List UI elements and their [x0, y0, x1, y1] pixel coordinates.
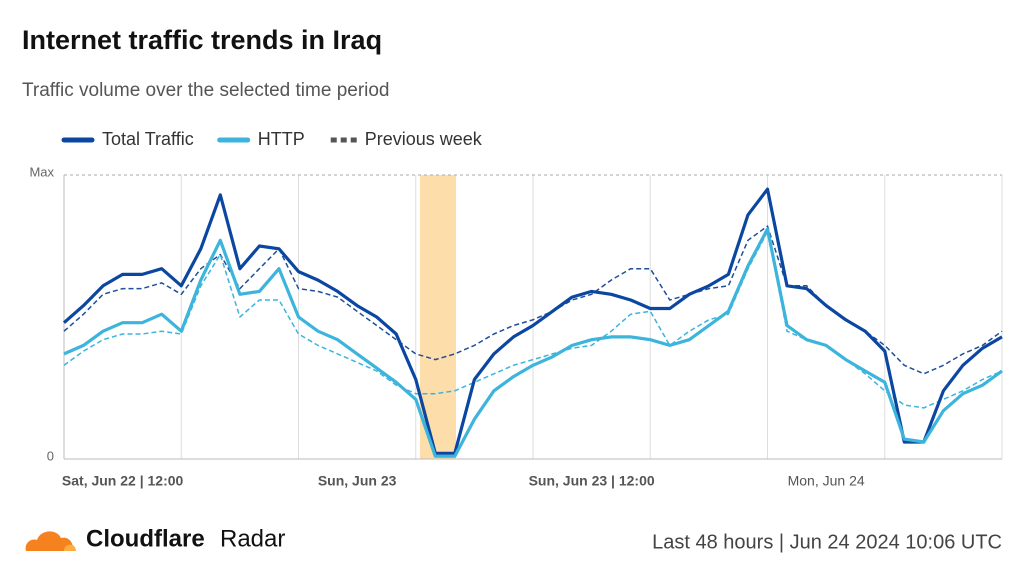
x-tick-label: Sat, Jun 22 | 12:00	[62, 473, 184, 489]
legend-label: Total Traffic	[102, 129, 194, 149]
x-tick-label: Sun, Jun 23	[318, 473, 397, 489]
logo	[25, 531, 76, 551]
legend-label: Previous week	[365, 129, 483, 149]
series-line	[62, 187, 1003, 455]
chart-subtitle: Traffic volume over the selected time pe…	[22, 80, 390, 101]
y-tick-label: 0	[47, 448, 54, 463]
x-tick-label: Sun, Jun 23 | 12:00	[529, 473, 655, 489]
y-tick-label: Max	[29, 164, 54, 179]
previous-line	[63, 225, 1003, 375]
footer-info: Last 48 hours | Jun 24 2024 10:06 UTC	[652, 531, 1002, 553]
legend-label: HTTP	[258, 129, 305, 149]
outage-highlight	[420, 175, 456, 459]
logo-cloud	[25, 531, 74, 551]
brand-name: Cloudflare	[86, 525, 205, 552]
series-line	[63, 227, 1003, 458]
chart-title: Internet traffic trends in Iraq	[22, 25, 382, 55]
brand-product: Radar	[220, 525, 285, 552]
x-tick-label: Mon, Jun 24	[788, 473, 865, 489]
logo-cloud-small	[64, 544, 76, 551]
